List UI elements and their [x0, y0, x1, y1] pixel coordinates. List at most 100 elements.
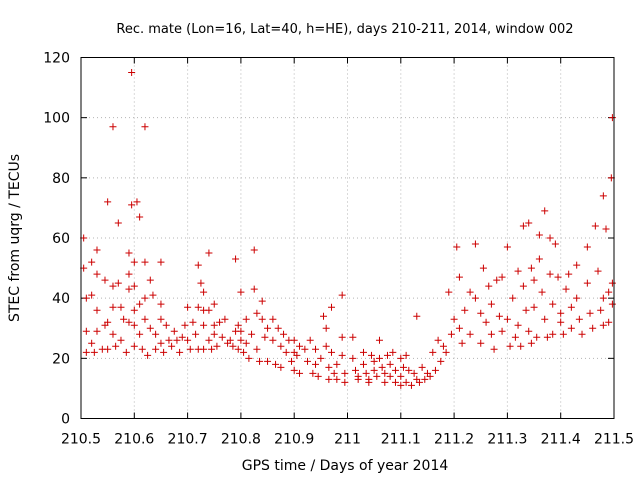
data-point [389, 348, 397, 356]
data-point [599, 192, 607, 200]
data-point [567, 303, 575, 311]
data-point [322, 342, 330, 350]
data-point [466, 288, 474, 296]
data-point [160, 348, 168, 356]
data-point [242, 315, 250, 323]
grid-lines [81, 57, 614, 419]
data-point [93, 270, 101, 278]
data-point [194, 261, 202, 269]
data-point [82, 348, 90, 356]
x-tick-label: 210.7 [168, 432, 208, 448]
y-tick-label: 20 [52, 351, 70, 367]
data-point [130, 282, 138, 290]
data-point [152, 345, 160, 353]
data-point [549, 330, 557, 338]
data-point [130, 321, 138, 329]
data-point [136, 300, 144, 308]
data-point [429, 348, 437, 356]
data-point [330, 369, 338, 377]
data-point [375, 336, 383, 344]
x-tick-label: 211 [334, 432, 361, 448]
x-tick-label: 210.9 [274, 432, 314, 448]
data-point [559, 330, 567, 338]
data-point [477, 339, 485, 347]
data-point [373, 372, 381, 380]
data-point [136, 213, 144, 221]
data-point [149, 291, 157, 299]
x-tick-label: 210.6 [114, 432, 154, 448]
chart-title: Rec. mate (Lon=16, Lat=40, h=HE), days 2… [116, 22, 573, 37]
data-point [290, 366, 298, 374]
data-point [168, 342, 176, 350]
data-point [418, 363, 426, 371]
data-point [325, 375, 333, 383]
data-point [133, 198, 141, 206]
x-tick-label: 211.1 [381, 432, 421, 448]
data-point [328, 348, 336, 356]
data-point [128, 201, 136, 209]
data-point [589, 324, 597, 332]
data-point [277, 342, 285, 350]
data-point [205, 306, 213, 314]
data-point [503, 315, 511, 323]
data-point [200, 321, 208, 329]
data-point [535, 255, 543, 263]
data-point [237, 336, 245, 344]
data-point [146, 276, 154, 284]
data-point [189, 318, 197, 326]
data-point [141, 315, 149, 323]
data-point [141, 258, 149, 266]
data-point [549, 300, 557, 308]
data-point [104, 198, 112, 206]
data-point [170, 327, 178, 335]
y-tick-label: 80 [52, 171, 70, 187]
data-point [237, 288, 245, 296]
data-point [277, 363, 285, 371]
data-point [93, 246, 101, 254]
data-point [232, 255, 240, 263]
data-point [461, 306, 469, 314]
data-point [527, 339, 535, 347]
data-point [397, 372, 405, 380]
data-point [455, 273, 463, 281]
data-point [125, 318, 133, 326]
y-tick-label: 120 [43, 51, 70, 67]
data-point [557, 318, 565, 326]
x-tick-label: 211.4 [541, 432, 581, 448]
data-point [503, 243, 511, 251]
data-point [530, 303, 538, 311]
data-point [557, 309, 565, 317]
data-point [157, 258, 165, 266]
data-point [479, 264, 487, 272]
data-point [280, 330, 288, 338]
data-points [80, 69, 616, 389]
data-point [109, 123, 117, 131]
data-point [490, 345, 498, 353]
data-point [136, 330, 144, 338]
data-point [362, 369, 370, 377]
data-point [130, 306, 138, 314]
data-point [205, 249, 213, 257]
data-point [82, 327, 90, 335]
data-point [130, 258, 138, 266]
data-point [178, 333, 186, 341]
data-point [405, 366, 413, 374]
data-point [594, 267, 602, 275]
data-point [565, 270, 573, 278]
data-point [525, 327, 533, 335]
data-point [338, 333, 346, 341]
data-point [413, 312, 421, 320]
data-point [471, 294, 479, 302]
data-point [264, 357, 272, 365]
data-point [282, 348, 290, 356]
data-point [578, 330, 586, 338]
data-point [253, 309, 261, 317]
data-point [104, 345, 112, 353]
data-point [109, 282, 117, 290]
data-point [226, 336, 234, 344]
data-point [125, 249, 133, 257]
data-point [546, 270, 554, 278]
data-point [130, 342, 138, 350]
data-point [109, 330, 117, 338]
